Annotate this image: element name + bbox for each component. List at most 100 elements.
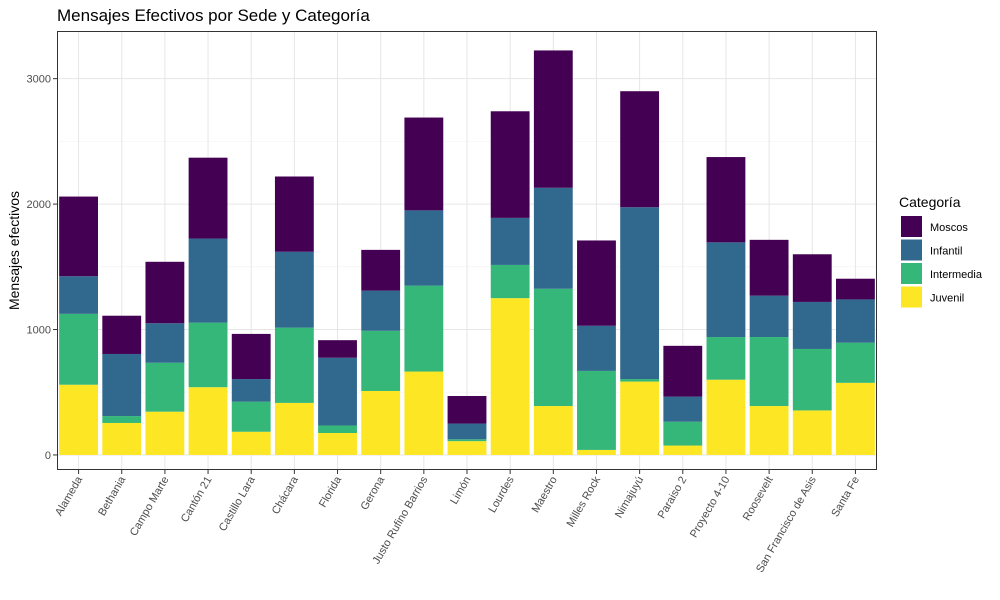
bar-segment	[706, 337, 746, 380]
bar-segment	[749, 295, 789, 338]
bar-segment	[145, 411, 185, 455]
bar-segment	[533, 50, 573, 188]
x-tick-label: Chácara	[270, 474, 302, 517]
bar-segment	[274, 327, 314, 403]
legend-label: Moscos	[930, 222, 968, 234]
bar-segment	[145, 362, 185, 412]
bar-segment	[533, 288, 573, 407]
bar-segment	[577, 370, 616, 450]
y-tick-label: 0	[45, 450, 51, 462]
bar-segment	[836, 382, 875, 455]
x-tick-label: Florida	[317, 474, 345, 510]
y-tick-label: 3000	[27, 74, 51, 86]
legend-items: Moscos Infantil Intermedia Juvenil	[901, 216, 983, 308]
bar-segment	[836, 299, 875, 343]
bar-segment	[145, 261, 185, 324]
plot-border	[57, 31, 877, 470]
bar-segment	[59, 313, 98, 385]
bar-segment	[792, 410, 832, 455]
x-tick-label: Cantón 21	[179, 475, 215, 525]
bar-segment	[59, 276, 98, 314]
x-tick-label: Castillo Lara	[217, 474, 258, 534]
bar-segment	[663, 396, 703, 422]
bar-segment	[188, 387, 228, 455]
bar-segment	[533, 187, 573, 289]
bar-segment	[490, 264, 530, 299]
bar-segment	[102, 422, 142, 455]
bars	[59, 50, 875, 455]
bar-segment	[318, 357, 357, 426]
bar-segment	[663, 445, 703, 455]
y-axis-title: Mensajes efectivos	[6, 191, 22, 310]
bar-segment	[533, 406, 573, 455]
bar-segment	[706, 242, 746, 338]
chart-title: Mensajes Efectivos por Sede y Categoría	[57, 6, 370, 25]
bar-segment	[274, 251, 314, 328]
bar-segment	[274, 402, 314, 455]
bar-segment	[620, 379, 660, 382]
x-tick-label: Maestro	[530, 475, 560, 515]
bar-segment	[231, 379, 271, 402]
bar-segment	[490, 217, 530, 265]
bar-segment	[59, 384, 98, 455]
bar-segment	[577, 240, 616, 326]
bar-segment	[836, 278, 875, 300]
x-tick-label: Roosevelt	[741, 475, 776, 523]
bar-segment	[490, 298, 530, 455]
legend-swatch	[901, 216, 922, 237]
bar-segment	[404, 117, 444, 211]
bar-segment	[706, 379, 746, 455]
y-tick-label: 2000	[27, 199, 51, 211]
legend: Categoría Moscos Infantil Intermedia Juveni…	[899, 194, 983, 308]
bar-segment	[274, 176, 314, 252]
bar-segment	[620, 207, 660, 380]
legend-label: Intermedia	[930, 269, 983, 281]
legend-swatch	[901, 263, 922, 284]
y-axis: 0 1000 2000 3000	[27, 74, 57, 462]
x-tick-label: Santa Fe	[829, 475, 862, 520]
bar-segment	[577, 449, 616, 455]
bar-segment	[188, 238, 228, 323]
bar-segment	[361, 390, 401, 455]
bar-segment	[318, 425, 357, 433]
bar-segment	[620, 381, 660, 455]
bar-segment	[361, 290, 401, 331]
legend-swatch	[901, 286, 922, 308]
x-tick-label: Bethania	[96, 474, 129, 518]
bar-segment	[706, 157, 746, 243]
bar-segment	[318, 432, 357, 455]
x-axis: Alameda Bethania Campo Marte Cantón 21 Casti…	[53, 470, 862, 575]
bar-segment	[231, 333, 271, 380]
x-tick-label: Proyecto 4-10	[688, 475, 733, 540]
bar-segment	[663, 345, 703, 397]
legend-title: Categoría	[899, 194, 961, 210]
legend-label: Juvenil	[930, 293, 964, 305]
bar-segment	[102, 353, 142, 417]
bar-segment	[188, 157, 228, 239]
bar-segment	[231, 431, 271, 455]
bar-segment	[577, 325, 616, 371]
x-tick-label: Alameda	[53, 474, 86, 518]
bar-segment	[447, 423, 487, 440]
bar-segment	[836, 342, 875, 383]
bar-segment	[749, 406, 789, 455]
bar-segment	[102, 416, 142, 423]
x-tick-label: Campo Marte	[128, 475, 172, 539]
bar-segment	[792, 254, 832, 302]
x-tick-label: Paraiso 2	[656, 475, 690, 521]
bar-segment	[749, 239, 789, 296]
bar-segment	[404, 371, 444, 455]
bar-segment	[792, 301, 832, 349]
bar-segment	[102, 315, 142, 354]
bar-segment	[188, 322, 228, 388]
bar-segment	[749, 337, 789, 407]
x-tick-label: Lourdes	[486, 474, 517, 515]
bar-segment	[447, 441, 487, 455]
bar-segment	[145, 323, 185, 363]
y-tick-label: 1000	[27, 325, 51, 337]
legend-label: Infantil	[930, 246, 962, 258]
bar-segment	[663, 421, 703, 446]
bar-segment	[231, 401, 271, 432]
bar-segment	[792, 348, 832, 411]
